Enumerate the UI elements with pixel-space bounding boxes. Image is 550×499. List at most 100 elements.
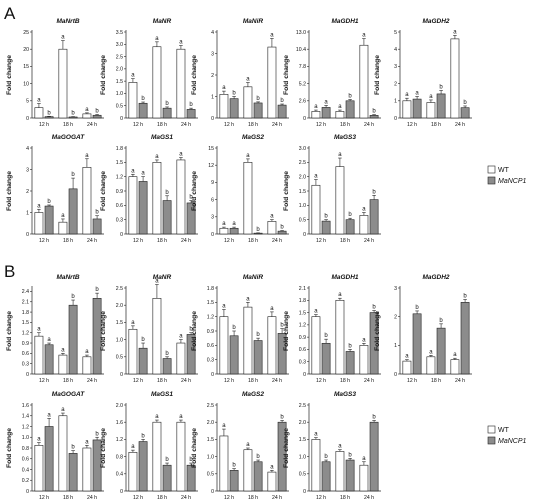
bar-wt — [311, 316, 321, 375]
bar-mancp1 — [412, 98, 422, 119]
y-axis-label: Fold change — [100, 171, 107, 211]
legend-label-wt: WT — [498, 167, 510, 174]
significance-letter: a — [179, 152, 183, 158]
significance-letter: b — [165, 351, 169, 357]
y-tick-label: 1.6 — [116, 420, 123, 426]
bar-mancp1 — [162, 464, 172, 492]
y-tick-label: 2.6 — [299, 99, 306, 105]
bar-mancp1 — [162, 107, 172, 119]
bar-mancp1 — [460, 107, 470, 119]
x-tick-label: 18 h — [157, 378, 167, 384]
chart-title: MaGDH2 — [422, 18, 449, 25]
significance-letter: a — [429, 94, 433, 100]
significance-letter: b — [95, 287, 99, 293]
bar-wt — [34, 107, 44, 119]
bar-wt — [311, 184, 321, 235]
y-tick-label: 1.0 — [116, 337, 123, 343]
significance-letter: a — [85, 439, 89, 445]
x-tick-label: 12 h — [133, 495, 143, 499]
y-tick-label: 9 — [211, 180, 214, 186]
y-tick-label: 0 — [211, 489, 214, 495]
significance-letter: a — [179, 334, 183, 340]
y-tick-label: 0.4 — [116, 472, 123, 478]
chart-title: MaGOGAT — [52, 134, 85, 141]
y-tick-label: 1.2 — [207, 314, 214, 320]
y-tick-label: 0.3 — [116, 217, 123, 223]
bar-mancp1 — [138, 347, 148, 375]
significance-letter: a — [47, 337, 51, 343]
y-tick-label: 1.6 — [22, 403, 29, 409]
significance-letter: a — [222, 304, 226, 310]
x-tick-label: 12 h — [407, 122, 417, 128]
x-tick-label: 24 h — [181, 238, 191, 244]
bar-wt — [152, 162, 162, 235]
x-tick-label: 24 h — [364, 122, 374, 128]
bar-mancp1 — [186, 109, 196, 119]
y-tick-label: 0.9 — [299, 335, 306, 341]
chart-title: MaNR — [153, 18, 172, 25]
x-tick-label: 12 h — [316, 495, 326, 499]
y-axis-label: Fold change — [283, 55, 290, 95]
bar-mancp1 — [345, 459, 355, 492]
x-tick-label: 24 h — [87, 238, 97, 244]
y-tick-label: 0.9 — [22, 341, 29, 347]
x-tick-label: 12 h — [133, 238, 143, 244]
y-tick-label: 1.0 — [207, 454, 214, 460]
significance-letter: b — [71, 294, 75, 300]
significance-letter: a — [246, 77, 250, 83]
x-tick-label: 12 h — [133, 378, 143, 384]
bar-wt — [359, 464, 369, 492]
chart-title: MaGS3 — [334, 391, 356, 398]
x-tick-label: 12 h — [407, 378, 417, 384]
significance-letter: b — [324, 333, 328, 339]
y-tick-label: 0 — [120, 232, 123, 238]
bar-wt — [152, 298, 162, 375]
bar-wt — [58, 354, 68, 375]
y-tick-label: 1.8 — [22, 310, 29, 316]
y-tick-label: 0 — [120, 372, 123, 378]
x-tick-label: 18 h — [63, 238, 73, 244]
legend-swatch-wt — [487, 165, 496, 174]
bar-mancp1 — [44, 426, 54, 492]
significance-letter: b — [280, 414, 284, 420]
y-tick-label: 15 — [208, 146, 214, 152]
y-tick-label: 0 — [303, 232, 306, 238]
significance-letter: b — [324, 214, 328, 220]
chart-a-manr: MaNR Fold change 0 0.5 1.0 1.5 2.0 2.5 3.0 3.5 12 … — [100, 18, 198, 128]
chart-b-magogat: MaGOGAT Fold change 0 0.2 0.4 0.6 0.8 1.0 1.2 1.4… — [6, 391, 104, 499]
y-axis-label: Fold change — [6, 55, 13, 95]
y-tick-label: 7.8 — [299, 64, 306, 70]
bar-mancp1 — [345, 100, 355, 119]
significance-letter: b — [372, 189, 376, 195]
y-axis-label: Fold change — [6, 428, 13, 468]
significance-letter: a — [155, 414, 159, 420]
bar-mancp1 — [253, 232, 263, 235]
bar-wt — [335, 451, 345, 492]
significance-letter: a — [179, 40, 183, 46]
y-tick-label: 0.8 — [116, 454, 123, 460]
y-tick-label: 0.3 — [299, 360, 306, 366]
y-tick-label: 1 — [211, 94, 214, 100]
y-tick-label: 2 — [211, 73, 214, 79]
y-tick-label: 2.4 — [22, 289, 29, 295]
y-tick-label: 0.5 — [299, 217, 306, 223]
y-tick-label: 13.0 — [296, 30, 306, 36]
significance-letter: b — [439, 318, 443, 324]
bar-mancp1 — [412, 313, 422, 375]
significance-letter: a — [85, 349, 89, 355]
y-tick-label: 0.5 — [116, 104, 123, 110]
significance-letter: b — [372, 109, 376, 115]
y-axis-label: Fold change — [6, 171, 13, 211]
x-tick-label: 24 h — [364, 238, 374, 244]
bar-wt — [152, 421, 162, 492]
significance-letter: a — [222, 221, 226, 227]
bar-mancp1 — [369, 421, 379, 492]
chart-title: MaGDH1 — [331, 18, 358, 25]
y-axis-label: Fold change — [100, 311, 107, 351]
bar-wt — [176, 421, 186, 492]
bar-wt — [267, 316, 277, 375]
significance-letter: a — [453, 29, 457, 35]
x-tick-label: 18 h — [340, 238, 350, 244]
